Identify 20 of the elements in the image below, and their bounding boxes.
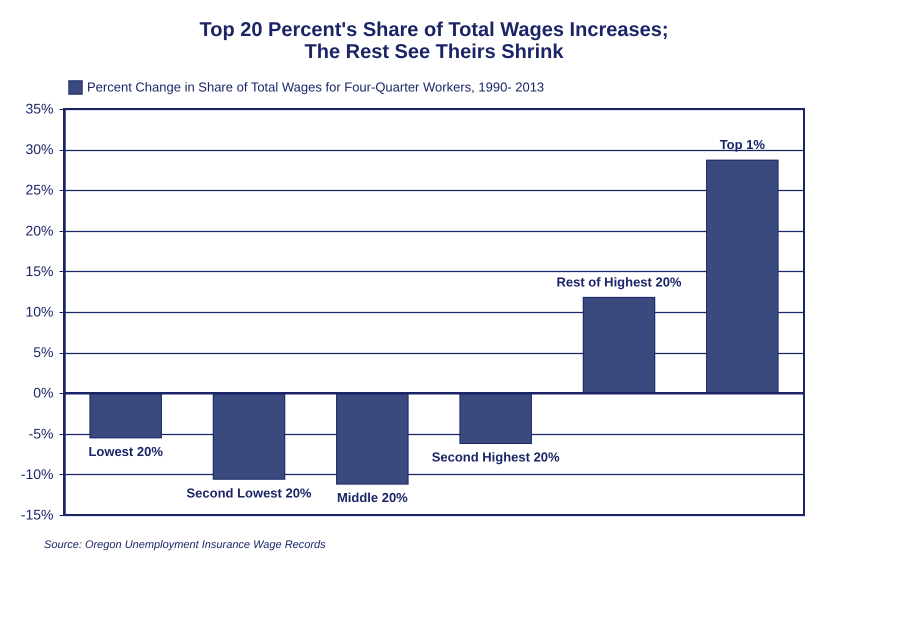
y-tick-label: 5%: [33, 344, 54, 360]
chart-title: Top 20 Percent's Share of Total Wages Increases; The Rest See Theirs Shrink: [200, 19, 668, 63]
y-tick-label: 25%: [25, 182, 54, 198]
x-tick-label: Rest of Highest 20%: [556, 274, 682, 290]
x-tick-label: Lowest 20%: [88, 444, 164, 459]
x-tick-label: Second Highest 20%: [432, 450, 560, 465]
x-tick-label: Top 1%: [720, 137, 766, 152]
x-tick-label: Middle 20%: [336, 490, 408, 506]
x-tick-label: Second Lowest 20%: [186, 485, 312, 500]
y-tick-label: -10%: [20, 466, 54, 482]
y-tick-label: -5%: [28, 425, 54, 442]
legend-label: Percent Change in Share of Total Wages for Four-Quarter Workers, 1990- 2013: [87, 80, 544, 94]
y-tick-label: 20%: [25, 222, 54, 238]
y-tick-label: -15%: [20, 506, 54, 522]
source-note: Source: Oregon Unemployment Insurance Wage Records: [44, 539, 326, 551]
y-tick-label: 10%: [25, 304, 54, 320]
y-tick-label: 35%: [25, 100, 54, 116]
y-tick-label: 30%: [25, 141, 54, 158]
y-tick-label: 15%: [25, 262, 54, 279]
y-tick-label: 0%: [33, 384, 54, 401]
